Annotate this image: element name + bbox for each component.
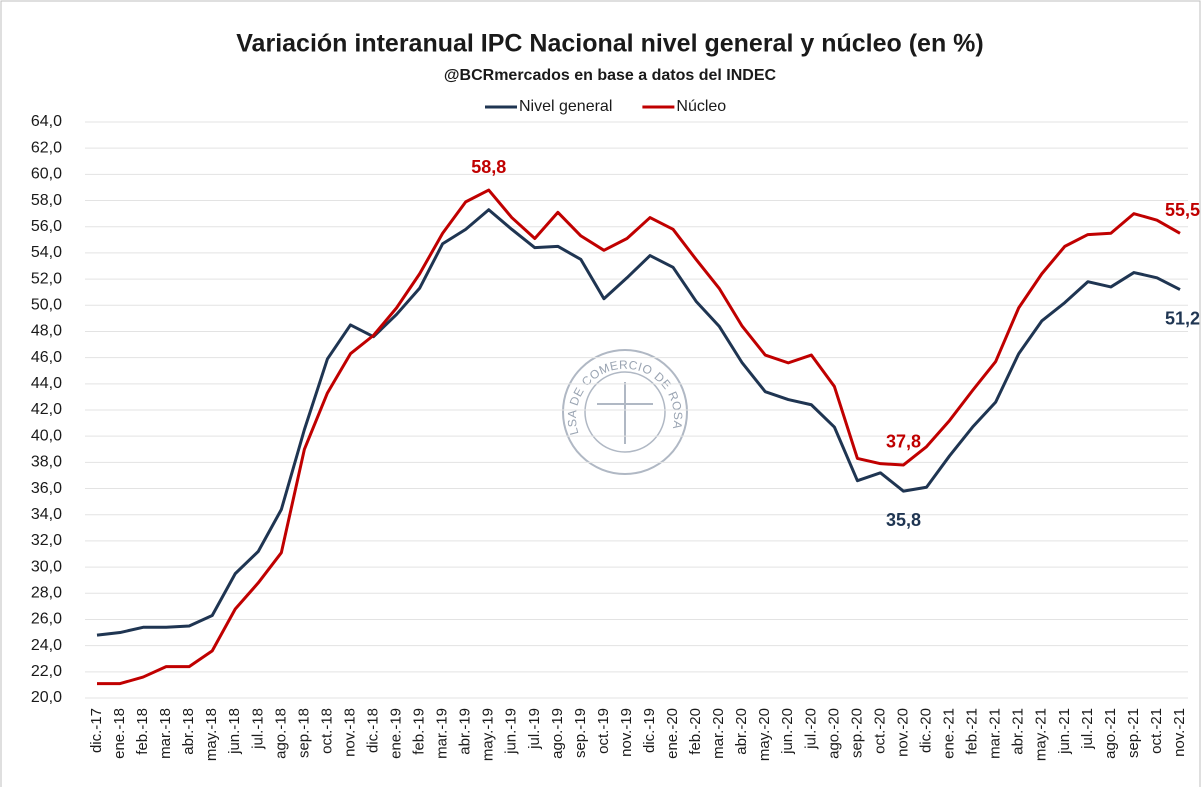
y-tick-label: 26,0 — [31, 611, 62, 628]
x-tick-label: feb.-18 — [134, 708, 151, 755]
legend-label: Núcleo — [676, 98, 726, 115]
y-tick-label: 40,0 — [31, 427, 62, 444]
x-tick-label: oct.-20 — [871, 708, 888, 754]
x-tick-label: nov.-19 — [618, 708, 635, 757]
x-tick-label: jun.-20 — [779, 708, 796, 755]
y-tick-label: 64,0 — [31, 113, 62, 130]
x-tick-label: feb.-19 — [411, 708, 428, 755]
x-tick-label: mar.-19 — [434, 708, 451, 759]
x-tick-label: jul.-20 — [802, 708, 819, 750]
y-tick-label: 56,0 — [31, 218, 62, 235]
x-tick-label: jun.-18 — [226, 708, 243, 755]
x-tick-label: sep.-18 — [295, 708, 312, 758]
x-tick-label: ago.-18 — [272, 708, 289, 759]
x-tick-label: ago.-20 — [825, 708, 842, 759]
x-tick-label: may.-20 — [756, 708, 773, 761]
x-tick-label: abr.-20 — [733, 708, 750, 755]
x-tick-label: jun.-21 — [1056, 708, 1073, 755]
watermark-ring — [584, 371, 666, 453]
data-label: 55,5 — [1165, 200, 1200, 220]
x-tick-label: oct.-19 — [595, 708, 612, 754]
y-tick-label: 20,0 — [31, 689, 62, 706]
chart-subtitle: @BCRmercados en base a datos del INDEC — [444, 67, 777, 84]
y-tick-label: 54,0 — [31, 244, 62, 261]
x-tick-label: feb.-20 — [687, 708, 704, 755]
x-tick-label: jun.-19 — [503, 708, 520, 755]
data-label: 35,8 — [886, 510, 921, 530]
watermark-ring — [562, 349, 688, 475]
y-tick-label: 58,0 — [31, 192, 62, 209]
x-tick-label: nov.-21 — [1171, 708, 1188, 757]
data-label: 58,8 — [471, 157, 506, 177]
x-tick-label: nov.-18 — [341, 708, 358, 757]
x-tick-label: may.-21 — [1033, 708, 1050, 761]
series-line — [96, 208, 1181, 637]
x-tick-label: ene.-20 — [664, 708, 681, 759]
x-tick-label: ago.-21 — [1102, 708, 1119, 759]
x-tick-label: may.-19 — [480, 708, 497, 761]
data-label: 37,8 — [886, 432, 921, 452]
legend-label: Nivel general — [519, 98, 612, 115]
y-tick-label: 44,0 — [31, 375, 62, 392]
x-tick-label: mar.-21 — [987, 708, 1004, 759]
x-tick-label: abr.-18 — [180, 708, 197, 755]
x-tick-label: ago.-19 — [549, 708, 566, 759]
y-tick-label: 32,0 — [31, 532, 62, 549]
y-tick-label: 48,0 — [31, 323, 62, 340]
x-tick-label: may.-18 — [203, 708, 220, 761]
y-tick-label: 22,0 — [31, 663, 62, 680]
x-tick-label: dic.-18 — [364, 708, 381, 753]
x-tick-label: oct.-21 — [1148, 708, 1165, 754]
x-tick-label: nov.-20 — [894, 708, 911, 757]
y-tick-label: 42,0 — [31, 401, 62, 418]
y-tick-label: 28,0 — [31, 584, 62, 601]
y-tick-label: 60,0 — [31, 166, 62, 183]
x-tick-label: abr.-21 — [1010, 708, 1027, 755]
x-tick-label: feb.-21 — [964, 708, 981, 755]
x-tick-label: dic.-19 — [641, 708, 658, 753]
x-tick-label: abr.-19 — [457, 708, 474, 755]
series-line — [97, 188, 1181, 686]
x-tick-label: sep.-20 — [848, 708, 865, 758]
y-tick-label: 62,0 — [31, 139, 62, 156]
x-tick-label: jul.-19 — [526, 708, 543, 750]
x-tick-label: dic.-17 — [88, 708, 105, 753]
data-label: 51,2 — [1165, 308, 1200, 328]
x-tick-label: mar.-18 — [157, 708, 174, 759]
y-tick-label: 34,0 — [31, 506, 62, 523]
x-tick-label: sep.-21 — [1125, 708, 1142, 758]
x-tick-label: sep.-19 — [572, 708, 589, 758]
x-tick-label: mar.-20 — [710, 708, 727, 759]
y-tick-label: 46,0 — [31, 349, 62, 366]
x-tick-label: jul.-21 — [1079, 708, 1096, 750]
x-tick-label: jul.-18 — [249, 708, 266, 750]
x-tick-label: ene.-18 — [111, 708, 128, 759]
y-tick-label: 50,0 — [31, 296, 62, 313]
y-tick-label: 52,0 — [31, 270, 62, 287]
x-tick-label: ene.-19 — [388, 708, 405, 759]
x-tick-label: ene.-21 — [941, 708, 958, 759]
y-tick-label: 30,0 — [31, 558, 62, 575]
y-tick-label: 36,0 — [31, 480, 62, 497]
x-tick-label: oct.-18 — [318, 708, 335, 754]
x-tick-label: dic.-20 — [918, 708, 935, 753]
chart-title: Variación interanual IPC Nacional nivel … — [236, 30, 983, 58]
y-tick-label: 24,0 — [31, 637, 62, 654]
y-tick-label: 38,0 — [31, 454, 62, 471]
